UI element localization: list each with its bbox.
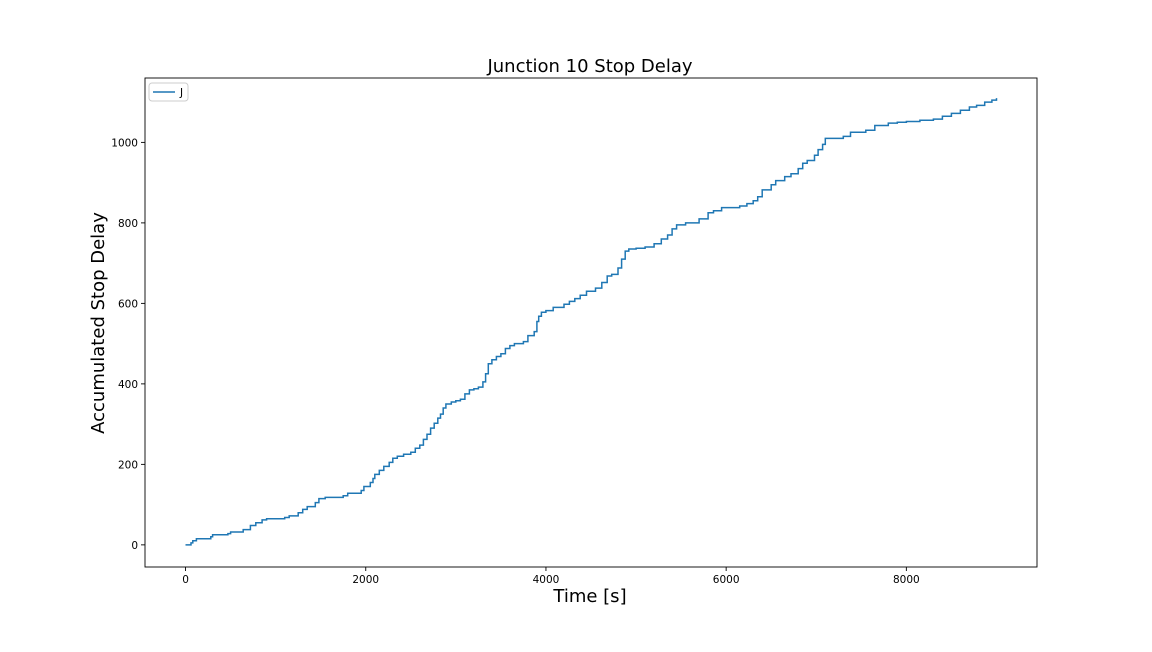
x-tick-label: 0	[182, 574, 189, 586]
x-tick-label: 6000	[713, 574, 740, 586]
legend-label: J	[179, 87, 183, 99]
x-tick-label: 2000	[352, 574, 379, 586]
y-tick-label: 1000	[111, 137, 138, 149]
x-tick-label: 4000	[533, 574, 560, 586]
series-line-0	[185, 98, 998, 546]
axis-ticks: 0 2000 4000 6000 8000 0 200 400 600 800 1000	[111, 137, 919, 586]
plot-area	[144, 77, 1038, 568]
y-tick-label: 0	[131, 540, 138, 552]
x-axis-label: Time [s]	[552, 586, 626, 607]
y-tick-label: 200	[118, 459, 138, 471]
y-tick-label: 600	[118, 298, 138, 310]
chart-title: Junction 10 Stop Delay	[486, 56, 692, 77]
legend: J	[148, 82, 189, 102]
y-tick-label: 800	[118, 218, 138, 230]
axes-frame	[144, 77, 1038, 568]
x-tick-label: 8000	[893, 574, 920, 586]
y-tick-label: 400	[118, 379, 138, 391]
y-axis-label: Accumulated Stop Delay	[88, 212, 109, 434]
